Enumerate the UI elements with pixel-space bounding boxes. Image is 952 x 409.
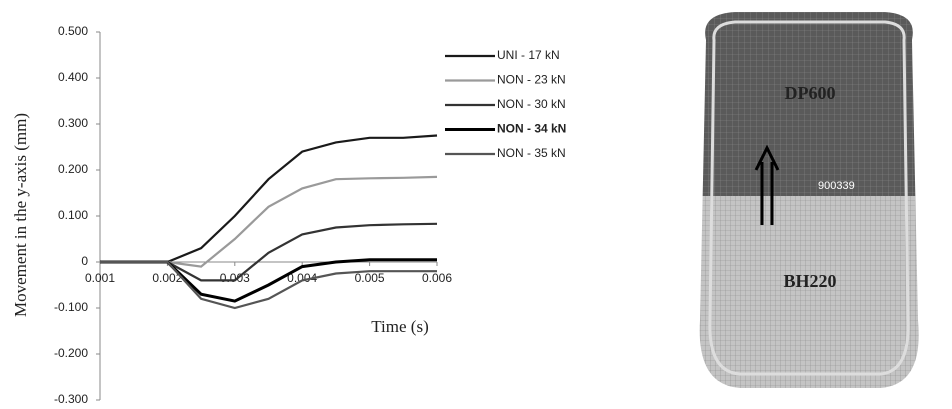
x-tick-label: 0.005 — [355, 271, 385, 285]
legend-label: NON - 35 kN — [497, 146, 566, 160]
y-tick-label: -0.300 — [54, 392, 88, 406]
y-tick-label: -0.200 — [54, 346, 88, 360]
x-tick-label: 0.003 — [220, 271, 250, 285]
y-tick-label: 0.100 — [58, 208, 88, 222]
series-line — [100, 136, 437, 263]
legend-label: NON - 23 kN — [497, 73, 566, 87]
y-tick-label: 0 — [81, 254, 88, 268]
x-tick-label: 0.001 — [85, 271, 115, 285]
mesh-bottom — [690, 196, 930, 396]
series-line — [100, 260, 437, 301]
x-axis-label: Time (s) — [371, 317, 428, 336]
mesh-bottom-label: BH220 — [783, 271, 836, 291]
mesh-top-label: DP600 — [785, 83, 836, 103]
page: Movement in the y-axis (mm) Time (s) DP6… — [0, 0, 952, 409]
legend-label: UNI - 17 kN — [497, 48, 560, 62]
y-axis-label: Movement in the y-axis (mm) — [11, 113, 30, 317]
x-tick-label: 0.006 — [422, 271, 452, 285]
node-id: 900339 — [818, 180, 855, 192]
legend-label: NON - 34 kN — [497, 122, 566, 136]
y-tick-label: 0.500 — [58, 24, 88, 38]
y-tick-label: 0.300 — [58, 116, 88, 130]
y-tick-label: 0.200 — [58, 162, 88, 176]
mesh-figure — [690, 0, 930, 396]
y-tick-label: 0.400 — [58, 70, 88, 84]
y-tick-label: -0.100 — [54, 300, 88, 314]
legend-label: NON - 30 kN — [497, 97, 566, 111]
